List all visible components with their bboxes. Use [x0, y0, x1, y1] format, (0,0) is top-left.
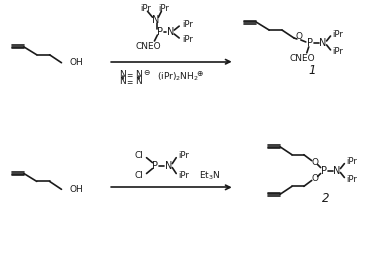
Text: $\oplus$: $\oplus$ — [196, 69, 204, 78]
Text: Cl: Cl — [135, 171, 143, 180]
Text: O: O — [311, 158, 318, 167]
Text: P: P — [307, 38, 313, 48]
Text: iPr: iPr — [182, 20, 193, 29]
Text: iPr: iPr — [347, 157, 357, 166]
Text: iPr: iPr — [332, 47, 343, 56]
Text: iPr: iPr — [347, 175, 357, 184]
Text: iPr: iPr — [140, 4, 151, 13]
Text: iPr: iPr — [178, 171, 189, 180]
Text: P: P — [321, 166, 327, 176]
Text: iPr: iPr — [158, 4, 169, 13]
Text: 2: 2 — [322, 192, 329, 205]
Text: N: N — [319, 38, 326, 48]
Text: N: N — [120, 70, 126, 79]
Text: $\!\!=\!\!$: $\!\!=\!\!$ — [127, 70, 134, 79]
Text: N: N — [152, 15, 159, 25]
Text: N: N — [120, 77, 126, 86]
Text: $\ominus$: $\ominus$ — [143, 68, 150, 77]
Text: O: O — [311, 174, 318, 183]
Text: N: N — [333, 166, 340, 176]
Text: N: N — [135, 70, 142, 79]
Text: O: O — [295, 33, 302, 41]
Text: CNEO: CNEO — [136, 42, 162, 51]
Text: N: N — [167, 27, 174, 37]
Text: P: P — [152, 161, 158, 170]
Text: Cl: Cl — [135, 151, 143, 160]
Text: $\!\!=\!\!$: $\!\!=\!\!$ — [127, 77, 134, 86]
Text: 1: 1 — [308, 64, 316, 77]
Text: CNEO: CNEO — [289, 54, 315, 63]
Text: Et$_3$N: Et$_3$N — [199, 169, 221, 182]
Text: OH: OH — [69, 58, 83, 67]
Text: (iPr)$_2$NH$_2$: (iPr)$_2$NH$_2$ — [157, 70, 199, 83]
Text: N: N — [165, 161, 172, 170]
Text: N: N — [135, 77, 142, 86]
Text: iPr: iPr — [332, 29, 343, 39]
Text: iPr: iPr — [182, 36, 193, 45]
Text: OH: OH — [69, 185, 83, 194]
Text: P: P — [158, 27, 163, 37]
Text: iPr: iPr — [178, 151, 189, 160]
